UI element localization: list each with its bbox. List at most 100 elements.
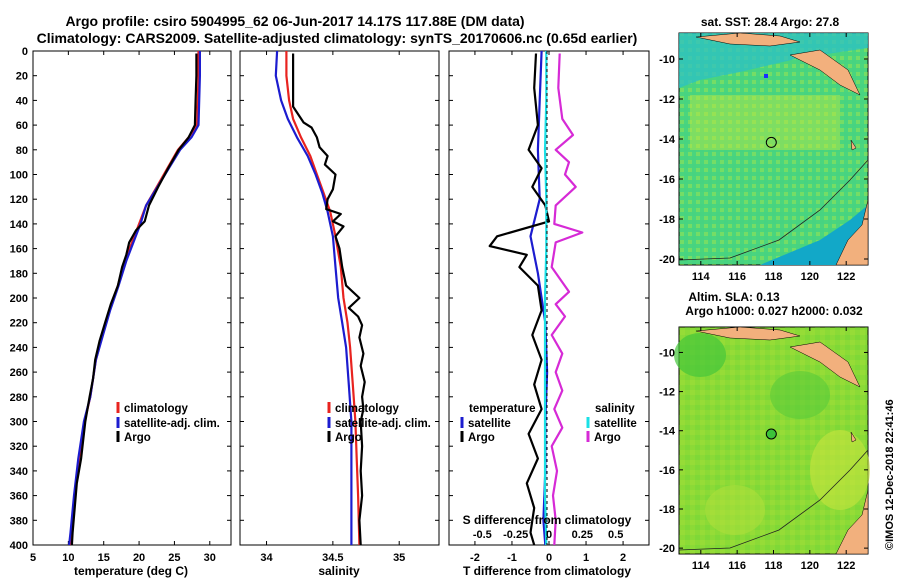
y-tick-label: 220: [10, 318, 28, 330]
sst-map-islet: [850, 139, 857, 151]
map-y-tick-label: -18: [659, 504, 675, 516]
y-tick-label: 160: [10, 244, 28, 256]
map-y-tick-label: -14: [659, 134, 676, 146]
y-tick-label: 300: [10, 417, 28, 429]
map-x-tick-label: 114: [692, 271, 711, 283]
x-tick-label: -2: [470, 552, 480, 564]
sla-map-high-east: [810, 430, 870, 510]
sst-map-land-sumba: [789, 49, 861, 96]
x-tick-label: 0: [546, 552, 552, 564]
legend-salinity-title: salinity: [595, 403, 635, 415]
map-y-tick-label: -16: [659, 465, 675, 477]
sla-map-x-ticks: 114 116 118 120 122: [692, 327, 855, 572]
salinity-x-ticks: 34 34.5 35: [260, 51, 405, 564]
sst-map-warm-band: [690, 95, 840, 150]
sst-map-argo-marker: [765, 136, 777, 148]
y-tick-label: 140: [10, 219, 28, 231]
map-y-tick-label: -10: [659, 54, 675, 66]
sst-map-land-australia: [835, 199, 869, 266]
temperature-lines: [68, 51, 201, 545]
figure-title-line1: Argo profile: csiro 5904995_62 06-Jun-20…: [65, 13, 524, 29]
difference-top-ticks: -0.5 -0.25 0 0.25 0.5: [473, 529, 623, 541]
x-tick-label: 34: [260, 552, 273, 564]
sla-map-islet: [850, 431, 857, 443]
y-tick-label: 180: [10, 268, 28, 280]
legend-temperature-title: temperature: [469, 403, 535, 415]
map-x-tick-label: 118: [765, 560, 783, 572]
map-x-tick-label: 116: [728, 560, 746, 572]
sst-map-x-ticks: 114 116 118 120 122: [692, 33, 855, 283]
sst-map-y-ticks: -10 -12 -14 -16 -18 -20: [659, 54, 868, 266]
map-x-tick-label: 114: [692, 560, 711, 572]
difference-lines: [488, 51, 584, 545]
map-x-tick-label: 122: [837, 271, 855, 283]
legend-argo-label: Argo: [124, 432, 151, 444]
legend-t-satellite-label: satellite: [468, 418, 511, 430]
y-tick-label: 120: [10, 194, 28, 206]
y-tick-label: 100: [10, 170, 28, 182]
difference-x-label: T difference from climatology: [463, 564, 631, 578]
legend-s-argo-label: Argo: [594, 432, 621, 444]
sla-map-high-south: [705, 485, 765, 535]
salinity-lines: [274, 51, 366, 545]
map-y-tick-label: -14: [659, 426, 676, 438]
sla-map-low-west: [674, 333, 726, 377]
top-tick-label: -0.25: [503, 529, 528, 541]
map-x-tick-label: 120: [801, 271, 819, 283]
sst-map-cold-coast: [760, 205, 868, 265]
temperature-x-ticks: 5 10 15 20 25 30: [30, 51, 216, 564]
y-tick-label: 260: [10, 367, 28, 379]
y-tick-label: 320: [10, 441, 28, 453]
salinity-plot-area: [239, 50, 440, 546]
sla-map-low-center: [770, 371, 830, 419]
difference-x-ticks: -2 -1 0 1 2: [470, 51, 626, 564]
temperature-y-ticks: 0 20 40 60 80 100 120 140 160 180 200 220 240 260 280 3…: [10, 46, 231, 552]
footer-credit: ©IMOS 12-Dec-2018 22:41:46: [884, 399, 896, 550]
series-line-s-satellite: [543, 51, 548, 545]
x-tick-label: 1: [583, 552, 589, 564]
map-y-tick-label: -18: [659, 214, 675, 226]
difference-legend-salinity: salinity satellite Argo: [586, 403, 637, 444]
y-tick-label: 280: [10, 392, 28, 404]
map-y-tick-label: -12: [659, 94, 675, 106]
y-tick-label: 240: [10, 342, 28, 354]
series-line-satellite-adj-clim-: [274, 51, 353, 545]
x-tick-label: 25: [168, 552, 180, 564]
sst-map-bathymetry: [678, 159, 869, 261]
series-line-s-argo: [550, 53, 584, 545]
top-tick-label: 0.5: [608, 529, 623, 541]
sla-map-land-sumba: [789, 341, 861, 388]
x-tick-label: 20: [133, 552, 145, 564]
sla-map: Altim. SLA: 0.13 Argo h1000: 0.027 h2000…: [659, 290, 870, 572]
legend-climatology-label: climatology: [335, 403, 400, 415]
series-line-t-argo: [488, 53, 551, 545]
legend-t-argo-label: Argo: [468, 432, 495, 444]
map-y-tick-label: -20: [659, 543, 675, 555]
x-tick-label: -1: [507, 552, 517, 564]
x-tick-label: 10: [62, 552, 74, 564]
map-x-tick-label: 116: [728, 271, 746, 283]
sst-map-title: sat. SST: 28.4 Argo: 27.8: [701, 15, 840, 29]
x-tick-label: 15: [98, 552, 110, 564]
top-tick-label: 0.25: [572, 529, 593, 541]
salinity-legend: climatology satellite-adj. clim. Argo: [327, 402, 431, 444]
map-y-tick-label: -10: [659, 347, 675, 359]
x-tick-label: 35: [393, 552, 405, 564]
x-tick-label: 5: [30, 552, 36, 564]
y-tick-label: 360: [10, 491, 28, 503]
sla-map-argo-marker: [765, 428, 777, 440]
sst-map-cool-north: [679, 33, 868, 88]
series-line-argo: [70, 53, 198, 545]
y-tick-label: 340: [10, 466, 28, 478]
difference-legend-temperature: temperature satellite Argo: [460, 403, 535, 444]
sla-map-y-ticks: -10 -12 -14 -16 -18 -20: [659, 347, 868, 555]
map-y-tick-label: -16: [659, 174, 675, 186]
y-tick-label: 60: [16, 120, 28, 132]
difference-plot-area: [448, 50, 650, 546]
map-x-tick-label: 118: [765, 271, 783, 283]
sst-map: sat. SST: 28.4 Argo: 27.8 -10 -12 -14 -16 -1…: [659, 15, 869, 283]
map-x-tick-label: 120: [801, 560, 819, 572]
map-x-tick-label: 122: [837, 560, 855, 572]
y-tick-label: 380: [10, 515, 28, 527]
y-tick-label: 200: [10, 293, 28, 305]
